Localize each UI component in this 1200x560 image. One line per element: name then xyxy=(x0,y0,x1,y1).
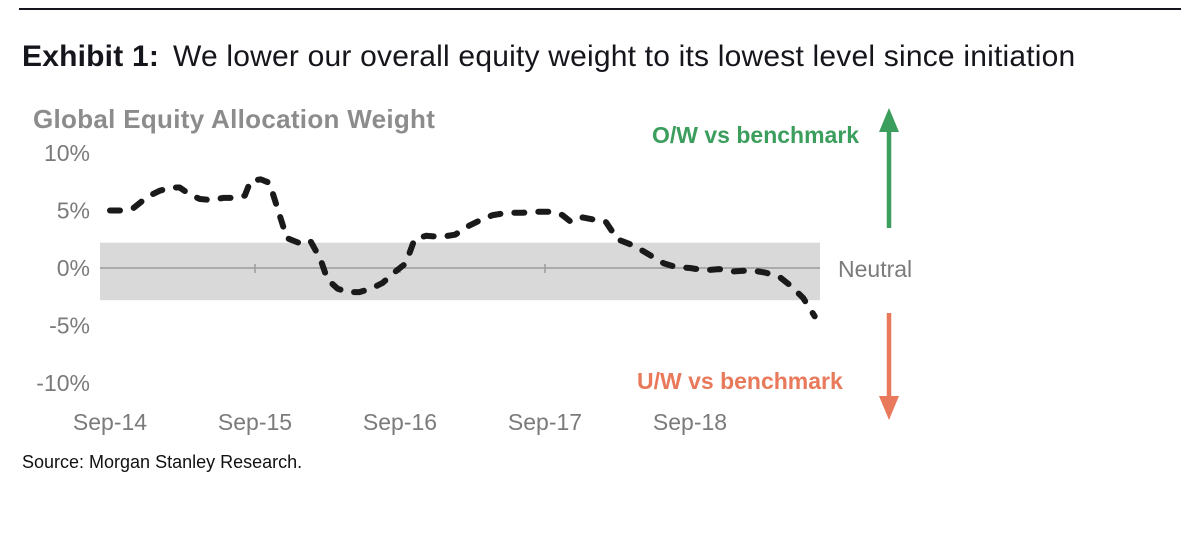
y-tick-label: -10% xyxy=(36,370,90,396)
y-tick-label: 0% xyxy=(57,255,90,281)
x-tick-label: Sep-16 xyxy=(363,409,437,435)
x-tick-label: Sep-18 xyxy=(653,409,727,435)
top-rule xyxy=(19,8,1181,10)
y-tick-label: 10% xyxy=(44,140,90,166)
chart-title: Global Equity Allocation Weight xyxy=(33,104,436,134)
overweight-arrow-head-icon xyxy=(879,108,899,132)
neutral-label: Neutral xyxy=(838,256,913,282)
overweight-label: O/W vs benchmark xyxy=(652,122,860,148)
exhibit-number-label: Exhibit 1: xyxy=(22,40,160,73)
x-tick-label: Sep-15 xyxy=(218,409,292,435)
x-tick-label: Sep-17 xyxy=(508,409,582,435)
x-tick-label: Sep-14 xyxy=(73,409,147,435)
exhibit-title: Exhibit 1: We lower our overall equity we… xyxy=(22,40,1075,74)
underweight-label: U/W vs benchmark xyxy=(637,368,843,394)
y-tick-label: 5% xyxy=(57,198,90,224)
neutral-band xyxy=(100,242,820,301)
y-tick-label: -5% xyxy=(49,313,90,339)
source-note: Source: Morgan Stanley Research. xyxy=(22,452,303,472)
underweight-arrow-head-icon xyxy=(879,396,899,420)
allocation-series-line xyxy=(107,176,818,320)
exhibit-heading-text: We lower our overall equity weight to it… xyxy=(173,40,1076,73)
